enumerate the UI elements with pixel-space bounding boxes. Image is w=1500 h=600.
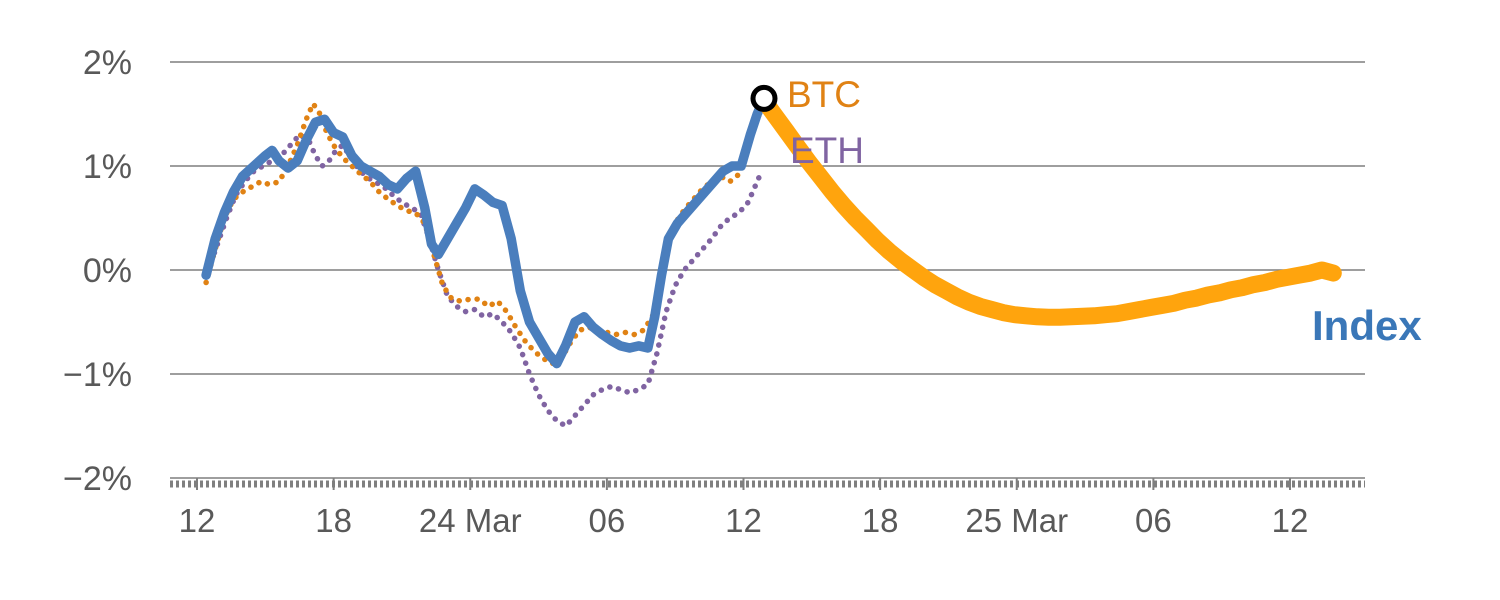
y-tick-label: 0%	[83, 252, 132, 290]
x-tick-label: 18	[315, 502, 352, 539]
y-tick-label: 1%	[83, 148, 132, 186]
x-tick-label: 25 Mar	[965, 502, 1068, 539]
label-eth: ETH	[790, 130, 864, 171]
x-tick-label: 24 Mar	[419, 502, 522, 539]
latest-point-marker	[750, 84, 778, 112]
series-index-projection-line	[755, 92, 1342, 326]
series-index-line	[201, 93, 769, 369]
x-tick-label: 18	[862, 502, 899, 539]
x-tick-label: 06	[589, 502, 626, 539]
series-btc-line	[203, 100, 765, 367]
y-tick-label: −2%	[63, 460, 132, 498]
label-index: Index	[1312, 302, 1422, 349]
y-tick-label: 2%	[83, 44, 132, 82]
x-tick-label: 06	[1135, 502, 1172, 539]
label-btc: BTC	[787, 74, 861, 115]
x-tick-label: 12	[1272, 502, 1309, 539]
y-tick-label: −1%	[63, 356, 132, 394]
series-eth-line	[205, 132, 765, 429]
x-tick-label: 12	[179, 502, 216, 539]
x-tick-label: 12	[725, 502, 762, 539]
